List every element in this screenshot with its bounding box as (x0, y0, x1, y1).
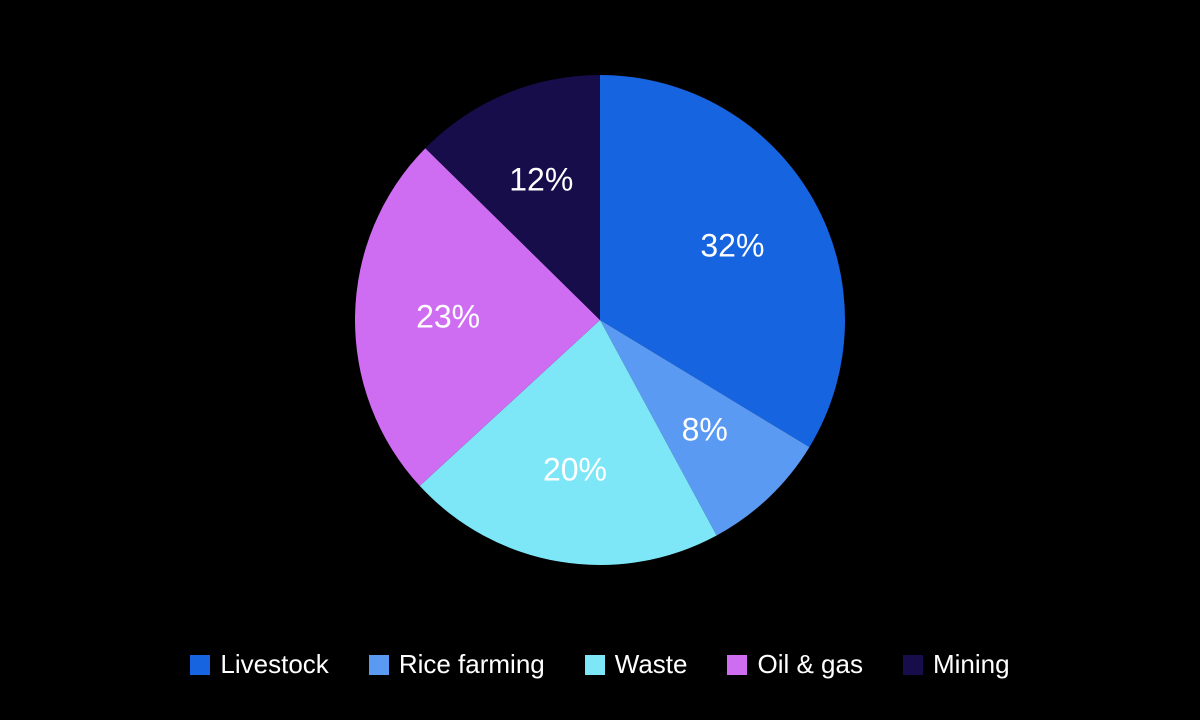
legend-swatch (190, 655, 210, 675)
pie-slices-container (355, 75, 845, 565)
legend-label: Oil & gas (757, 649, 863, 680)
legend-item: Livestock (190, 649, 328, 680)
legend-swatch (369, 655, 389, 675)
page: 32%8%20%23%12% Livestock Rice farming Wast… (0, 0, 1200, 720)
legend-label: Rice farming (399, 649, 545, 680)
pie-chart: 32%8%20%23%12% (0, 0, 1200, 720)
legend-swatch (727, 655, 747, 675)
legend-item: Rice farming (369, 649, 545, 680)
legend-label: Waste (615, 649, 688, 680)
pie-svg (355, 75, 845, 565)
legend-swatch (903, 655, 923, 675)
legend-label: Livestock (220, 649, 328, 680)
legend-swatch (585, 655, 605, 675)
legend: Livestock Rice farming Waste Oil & gas Minin… (0, 649, 1200, 680)
legend-label: Mining (933, 649, 1010, 680)
legend-item: Mining (903, 649, 1010, 680)
legend-item: Waste (585, 649, 688, 680)
legend-item: Oil & gas (727, 649, 863, 680)
